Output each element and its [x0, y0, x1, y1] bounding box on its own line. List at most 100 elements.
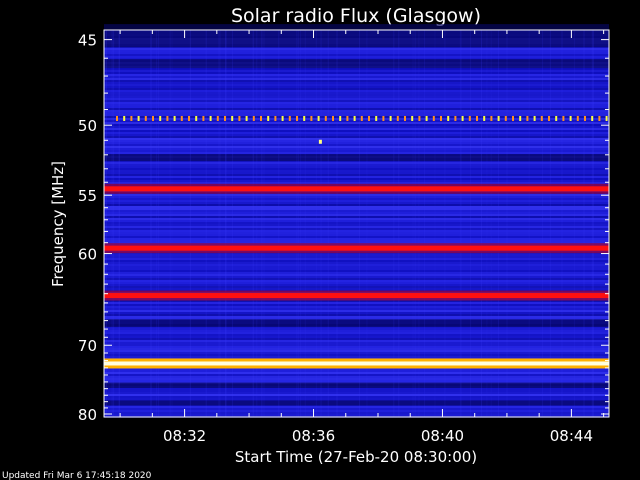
noise-row [104, 136, 609, 138]
noise-row [104, 328, 609, 330]
noise-row [104, 376, 609, 378]
emission-dot [497, 115, 500, 121]
noise-row [104, 242, 609, 244]
emission-dot [425, 115, 428, 121]
noise-row [104, 264, 609, 266]
vertical-streak [414, 30, 416, 417]
emission-dot [238, 115, 241, 121]
vertical-streak [583, 30, 585, 417]
noise-row [104, 102, 609, 104]
noise-row [104, 380, 609, 382]
vertical-streak [256, 30, 258, 417]
vertical-streak [327, 30, 329, 417]
noise-row [104, 122, 609, 124]
noise-row [104, 232, 609, 234]
emission-dot [245, 115, 248, 121]
noise-row [104, 210, 609, 212]
emission-dot [252, 115, 255, 121]
vertical-streak [542, 30, 544, 417]
y-tick-label: 70 [78, 337, 97, 355]
noise-row [104, 346, 609, 348]
vertical-streak [113, 30, 115, 417]
noise-row [104, 342, 609, 344]
vertical-streak [189, 30, 191, 417]
emission-dot [533, 115, 536, 121]
noise-row [104, 228, 609, 230]
emission-dot [548, 115, 550, 121]
dark-band [104, 24, 609, 48]
noise-row [104, 258, 609, 260]
noise-row [104, 274, 609, 276]
vertical-streak [573, 30, 575, 417]
emission-band [104, 361, 609, 366]
emission-dot [519, 115, 522, 121]
noise-row [104, 308, 609, 310]
vertical-streak [366, 30, 368, 417]
noise-row [104, 260, 609, 262]
noise-row [104, 208, 609, 210]
noise-row [104, 110, 609, 112]
noise-row [104, 90, 609, 92]
vertical-streak [105, 30, 107, 417]
emission-dot [274, 115, 277, 121]
emission-dot [440, 115, 442, 121]
x-tick-label: 08:44 [550, 427, 593, 445]
emission-dot [483, 115, 486, 121]
emission-dot [332, 115, 334, 121]
noise-row [104, 214, 609, 216]
noise-row [104, 108, 609, 110]
x-axis: 08:32 08:36 08:40 08:44 [119, 30, 605, 445]
emission-dot [216, 115, 219, 121]
emission-band [104, 186, 609, 192]
noise-row [104, 272, 609, 274]
emission-dot [310, 115, 313, 121]
noise-row [104, 114, 609, 116]
emission-dot [209, 115, 212, 121]
vertical-streak [480, 30, 482, 417]
vertical-streak [398, 30, 400, 417]
vertical-streak [459, 30, 461, 417]
noise-row [104, 332, 609, 334]
emission-dot [569, 115, 572, 121]
noise-row [104, 58, 609, 60]
noise-row [104, 306, 609, 308]
emission-dot [404, 115, 406, 121]
noise-row [104, 226, 609, 228]
emission-dot [180, 115, 183, 121]
emission-dot [137, 115, 140, 121]
noise-row [104, 68, 609, 70]
vertical-streak [150, 30, 152, 417]
noise-row [104, 350, 609, 352]
emission-dot [303, 115, 306, 121]
vertical-streak [393, 30, 395, 417]
noise-row [104, 170, 609, 172]
vertical-streak [278, 30, 280, 417]
noise-row [104, 94, 609, 96]
noise-row [104, 354, 609, 356]
noise-row [104, 266, 609, 268]
noise-row [104, 172, 609, 174]
emission-dot [360, 115, 363, 121]
emission-dot [411, 115, 414, 121]
vertical-streak [263, 30, 265, 417]
noise-row [104, 352, 609, 354]
noise-row [104, 336, 609, 338]
vertical-streak [112, 30, 114, 417]
x-tick-label: 08:40 [421, 427, 464, 445]
noise-row [104, 100, 609, 102]
emission-band [104, 245, 609, 251]
vertical-streak [205, 30, 207, 417]
noise-row [104, 224, 609, 226]
dark-band [104, 382, 609, 389]
y-tick-label: 45 [78, 32, 97, 50]
noise-row [104, 398, 609, 400]
emission-dot [526, 115, 529, 121]
noise-row [104, 116, 609, 118]
vertical-streak [470, 30, 472, 417]
emission-dot [375, 115, 378, 121]
noise-row [104, 304, 609, 306]
emission-dot [123, 115, 126, 121]
vertical-streak [104, 30, 106, 417]
emission-dot [512, 115, 514, 121]
noise-row [104, 238, 609, 240]
